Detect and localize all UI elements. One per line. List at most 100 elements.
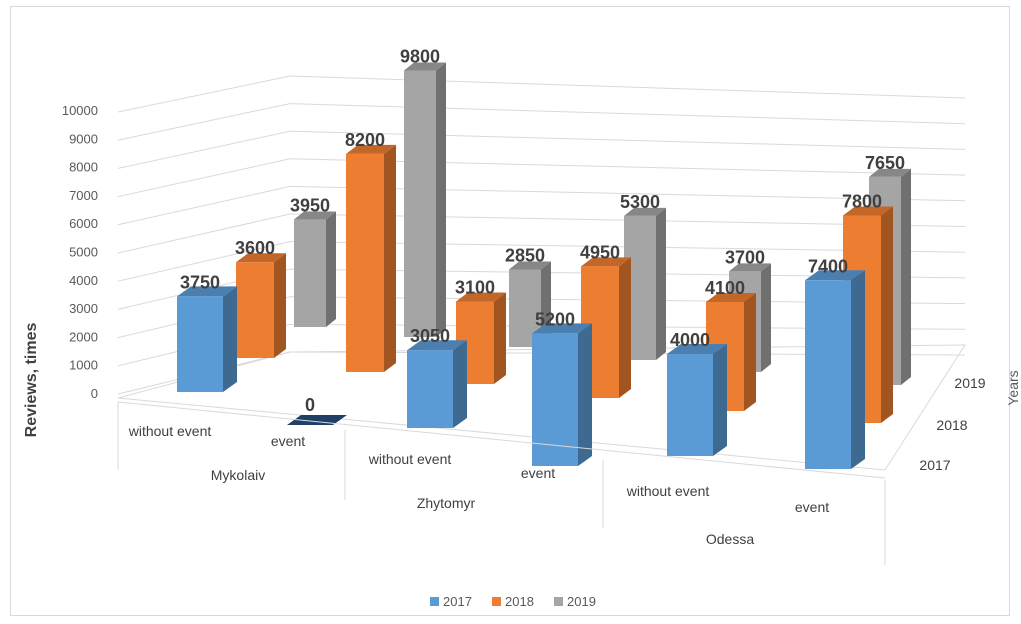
bar-side [453, 340, 467, 428]
bar-top [236, 253, 286, 263]
bars [177, 62, 911, 469]
bar-top [509, 261, 551, 270]
x-category-label: without event [626, 483, 710, 499]
y-tick-label: 4000 [69, 273, 98, 288]
gridline [289, 185, 966, 202]
data-label: 3950 [290, 196, 330, 216]
data-label: 0 [305, 395, 315, 415]
data-label: 3700 [725, 247, 765, 267]
bar-side [761, 263, 771, 372]
data-label: 2850 [505, 245, 545, 265]
depth-axis-ticks: 2019 2018 2017 [919, 375, 985, 473]
bar-front [404, 70, 436, 337]
bar-side [881, 206, 893, 423]
legend-swatch-2017 [430, 597, 439, 606]
y-tick-label: 10000 [62, 103, 98, 118]
legend-label: 2018 [505, 594, 534, 609]
depth-tick-label: 2019 [954, 375, 985, 391]
bar-2017-1 [287, 415, 347, 425]
data-label: 3050 [410, 326, 450, 346]
gridline [289, 103, 966, 125]
data-label: 7400 [808, 256, 848, 276]
x-axis-line [117, 401, 886, 479]
data-label: 3100 [455, 278, 495, 298]
legend-swatch-2019 [554, 597, 563, 606]
bar-2018-0 [236, 253, 286, 358]
bar-front [532, 333, 578, 466]
bar-top [667, 344, 727, 354]
bar-front [294, 219, 326, 327]
bar-top [407, 340, 467, 351]
bar-top [581, 257, 631, 267]
y-tick-label: 7000 [69, 188, 98, 203]
bar-front [667, 354, 713, 456]
bar-front [805, 280, 851, 469]
gridline [289, 158, 966, 176]
data-label: 7650 [865, 153, 905, 173]
bar-zero-face [287, 415, 347, 425]
gridline-side [117, 241, 291, 282]
gridline [289, 130, 966, 150]
x-category-label: event [795, 499, 829, 515]
bar-2017-5 [805, 270, 865, 469]
gridline-side [117, 158, 291, 198]
bar-side [851, 270, 865, 469]
bar-front [236, 262, 274, 358]
y-tick-label: 0 [91, 386, 98, 401]
y-tick-label: 1000 [69, 358, 98, 373]
gridline [289, 75, 966, 99]
y-axis-ticks: 0 1000 2000 3000 4000 5000 6000 7000 8000 9000 100… [62, 103, 98, 401]
depth-tick-label: 2017 [919, 457, 950, 473]
data-label: 7800 [842, 192, 882, 212]
bar-top [706, 292, 756, 302]
bar-front [177, 296, 223, 392]
legend-label: 2017 [443, 594, 472, 609]
x-category-label: without event [368, 451, 452, 467]
y-tick-label: 8000 [69, 160, 98, 175]
bar-2017-4 [667, 344, 727, 456]
bar-top [729, 263, 771, 272]
gridline-side [117, 130, 291, 169]
legend-label: 2019 [567, 594, 596, 609]
bar-top [805, 270, 865, 281]
bar-2019-0 [294, 211, 336, 327]
bar-side [494, 292, 506, 384]
bar-side [436, 62, 446, 337]
bar-2017-2 [407, 340, 467, 428]
data-label: 3750 [180, 272, 220, 292]
x-group-label: Zhytomyr [417, 495, 476, 511]
data-labels: 3950 9800 2850 5300 3700 7650 3600 8200 3100 4950… [180, 46, 905, 415]
y-axis-label: Reviews, times [23, 323, 40, 438]
bar-top [177, 286, 237, 297]
depth-axis-label: Years [1005, 370, 1021, 405]
data-label: 3600 [235, 238, 275, 258]
x-category-label: event [271, 433, 305, 449]
bar-top [456, 292, 506, 302]
data-label: 5300 [620, 192, 660, 212]
bar-2018-1 [346, 144, 396, 372]
y-tick-label: 3000 [69, 301, 98, 316]
data-label: 4950 [580, 242, 620, 262]
x-category-label: without event [128, 423, 212, 439]
bar-top [624, 207, 666, 216]
x-group-label: Odessa [706, 531, 754, 547]
bar-side [384, 144, 396, 372]
bar-top [869, 168, 911, 177]
data-label: 4000 [670, 330, 710, 350]
bar-2019-1 [404, 62, 446, 337]
bar-side [619, 257, 631, 398]
legend: 2017 2018 2019 [430, 594, 596, 609]
chart-frame [10, 6, 1010, 616]
data-label: 5200 [535, 309, 575, 329]
x-category-label: event [521, 465, 555, 481]
bar-side [274, 253, 286, 358]
gridline-side [117, 75, 291, 113]
bar-side [713, 344, 727, 456]
bar-front [407, 350, 453, 428]
data-label: 8200 [345, 130, 385, 150]
bar-side [656, 207, 666, 360]
gridline-side [117, 213, 291, 254]
y-tick-label: 9000 [69, 131, 98, 146]
bar-top [404, 62, 446, 71]
gridline-side [117, 103, 291, 141]
